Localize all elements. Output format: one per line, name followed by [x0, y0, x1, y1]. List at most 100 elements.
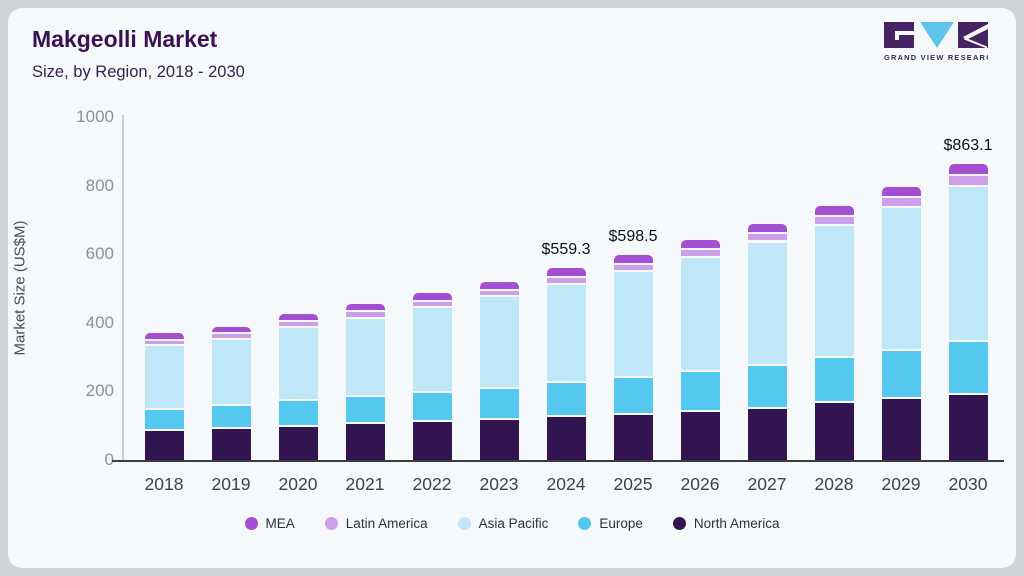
bar-segment-asia-pacific [412, 306, 452, 392]
bar-segment-asia-pacific [747, 240, 787, 364]
bar-segment-north-america [680, 409, 720, 460]
bar-segment-north-america [412, 420, 452, 460]
bar-segment-mea [680, 240, 720, 249]
x-axis-tick-label: 2022 [412, 474, 452, 494]
x-axis-tick-label: 2024 [546, 474, 586, 494]
legend-label: Asia Pacific [478, 516, 549, 531]
legend-item-asia-pacific: Asia Pacific [457, 516, 549, 531]
bar-segment-north-america [814, 401, 854, 460]
legend-label: North America [693, 516, 780, 531]
bar-segment-north-america [479, 417, 519, 460]
x-axis-tick-label: 2026 [680, 474, 720, 494]
chart-legend: MEA Latin America Asia Pacific Europe North … [8, 516, 1016, 531]
logo-wordmark: GRAND VIEW RESEARCH [884, 53, 988, 62]
bar-segment-europe [479, 386, 519, 418]
bar-segment-north-america [144, 429, 184, 460]
legend-color-dot-icon [457, 517, 471, 530]
grand-view-research-logo: GRAND VIEW RESEARCH [884, 22, 988, 62]
bar-segment-mea [747, 223, 787, 233]
bar-segment-latin-america [278, 320, 318, 327]
bar-segment-latin-america [948, 173, 988, 185]
bar-segment-north-america [747, 406, 787, 460]
gvr-v-icon [920, 22, 954, 48]
y-axis-ticks: 0 200 400 600 800 1000 [66, 107, 114, 469]
bar-segment-latin-america [814, 214, 854, 224]
x-axis-tick-label: 2021 [345, 474, 385, 494]
x-axis-tick-label: 2025 [613, 474, 653, 494]
y-axis-tick-label: 600 [85, 244, 114, 264]
bar-segment-latin-america [479, 288, 519, 296]
bar-segment-asia-pacific [345, 316, 385, 396]
x-axis-tick-label: 2030 [948, 474, 988, 494]
bar-segment-europe [948, 339, 988, 394]
page-title: Makgeolli Market [32, 26, 218, 52]
bar-segment-north-america [211, 426, 251, 460]
bar-segment-north-america [345, 422, 385, 460]
legend-item-mea: MEA [244, 516, 295, 531]
x-axis-tick-label: 2019 [211, 474, 251, 494]
bar-segment-mea [881, 186, 921, 196]
bar-value-label: $559.3 [541, 241, 591, 259]
bar-segment-north-america [948, 393, 988, 460]
report-card: Makgeolli Market Size, by Region, 2018 -… [8, 8, 1016, 568]
bar-segment-asia-pacific [680, 255, 720, 370]
x-axis-tick-label: 2029 [881, 474, 921, 494]
x-axis-tick-label: 2018 [144, 474, 184, 494]
y-axis-tick-label: 1000 [76, 107, 114, 126]
bar-segment-latin-america [881, 195, 921, 206]
bar-segment-latin-america [211, 332, 251, 339]
legend-item-latin-america: Latin America [324, 516, 428, 531]
y-axis-tick-label: 800 [85, 175, 114, 195]
bar-segment-europe [278, 399, 318, 425]
legend-color-dot-icon [578, 517, 592, 530]
bar-segment-europe [412, 391, 452, 421]
bar-segment-north-america [278, 424, 318, 460]
stacked-bar-plot: 2018 2019 2020 2021 2022 2023 2024 $559.3 2025 $5… [122, 117, 1002, 494]
bar-segment-latin-america [613, 262, 653, 270]
bar-segment-europe [814, 356, 854, 402]
bar-segment-latin-america [144, 338, 184, 345]
y-axis-title: Market Size (US$M) [11, 220, 29, 356]
bar-segment-mea [546, 268, 586, 276]
y-axis-tick-label: 0 [104, 450, 114, 469]
bar-segment-mea [278, 314, 318, 321]
bar-segment-mea [211, 326, 251, 333]
bar-segment-asia-pacific [814, 223, 854, 357]
legend-label: Latin America [345, 516, 428, 531]
bar-segment-north-america [613, 412, 653, 460]
x-axis-tick-label: 2028 [814, 474, 854, 494]
bar-segment-north-america [546, 415, 586, 460]
bar-segment-asia-pacific [278, 326, 318, 400]
legend-color-dot-icon [672, 517, 686, 530]
bar-segment-asia-pacific [211, 338, 251, 405]
x-axis-tick-label: 2023 [479, 474, 519, 494]
bar-segment-europe [144, 407, 184, 430]
bar-segment-asia-pacific [881, 205, 921, 349]
bar-segment-europe [546, 381, 586, 416]
gvr-r-icon [958, 22, 988, 49]
bar-segment-europe [345, 395, 385, 423]
bar-segment-mea [479, 281, 519, 289]
bar-segment-mea [345, 303, 385, 311]
bar-segment-asia-pacific [613, 269, 653, 376]
bar-segment-asia-pacific [144, 344, 184, 408]
legend-color-dot-icon [324, 517, 338, 530]
page-subtitle: Size, by Region, 2018 - 2030 [32, 63, 245, 81]
bar-segment-north-america [881, 397, 921, 460]
y-axis-line [122, 115, 124, 460]
x-axis-line [112, 460, 1004, 462]
x-axis-tick-label: 2020 [278, 474, 318, 494]
bar-segment-latin-america [680, 248, 720, 256]
bar-segment-mea [948, 163, 988, 174]
bar-segment-mea [144, 333, 184, 339]
bar-segment-asia-pacific [479, 295, 519, 387]
bar-segment-europe [680, 369, 720, 410]
bar-segment-latin-america [345, 310, 385, 317]
gvr-g-icon [884, 22, 914, 48]
x-axis-tick-label: 2027 [747, 474, 787, 494]
legend-color-dot-icon [244, 517, 258, 530]
bar-segment-asia-pacific [546, 282, 586, 382]
bar-segment-europe [613, 375, 653, 413]
legend-label: MEA [265, 516, 295, 531]
bar-value-label: $598.5 [608, 227, 658, 245]
